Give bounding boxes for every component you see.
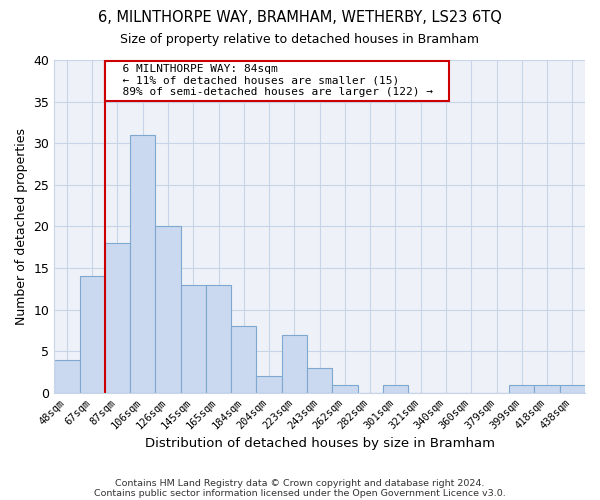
Bar [54,360,80,393]
Bar [332,384,358,393]
Bar [282,334,307,393]
Bar [181,285,206,393]
Bar [509,384,535,393]
Bar [105,243,130,393]
Bar [80,276,105,393]
Bar [256,376,282,393]
Bar [231,326,256,393]
Text: Contains public sector information licensed under the Open Government Licence v3: Contains public sector information licen… [94,488,506,498]
Text: Contains HM Land Registry data © Crown copyright and database right 2024.: Contains HM Land Registry data © Crown c… [115,478,485,488]
Bar [535,384,560,393]
Y-axis label: Number of detached properties: Number of detached properties [15,128,28,325]
Bar [130,135,155,393]
Text: Size of property relative to detached houses in Bramham: Size of property relative to detached ho… [121,32,479,46]
Bar [383,384,408,393]
Bar [560,384,585,393]
Bar [206,285,231,393]
X-axis label: Distribution of detached houses by size in Bramham: Distribution of detached houses by size … [145,437,494,450]
Text: 6, MILNTHORPE WAY, BRAMHAM, WETHERBY, LS23 6TQ: 6, MILNTHORPE WAY, BRAMHAM, WETHERBY, LS… [98,10,502,25]
Text: 6 MILNTHORPE WAY: 84sqm
  ← 11% of detached houses are smaller (15)
  89% of sem: 6 MILNTHORPE WAY: 84sqm ← 11% of detache… [109,64,446,98]
Bar [155,226,181,393]
Bar [307,368,332,393]
